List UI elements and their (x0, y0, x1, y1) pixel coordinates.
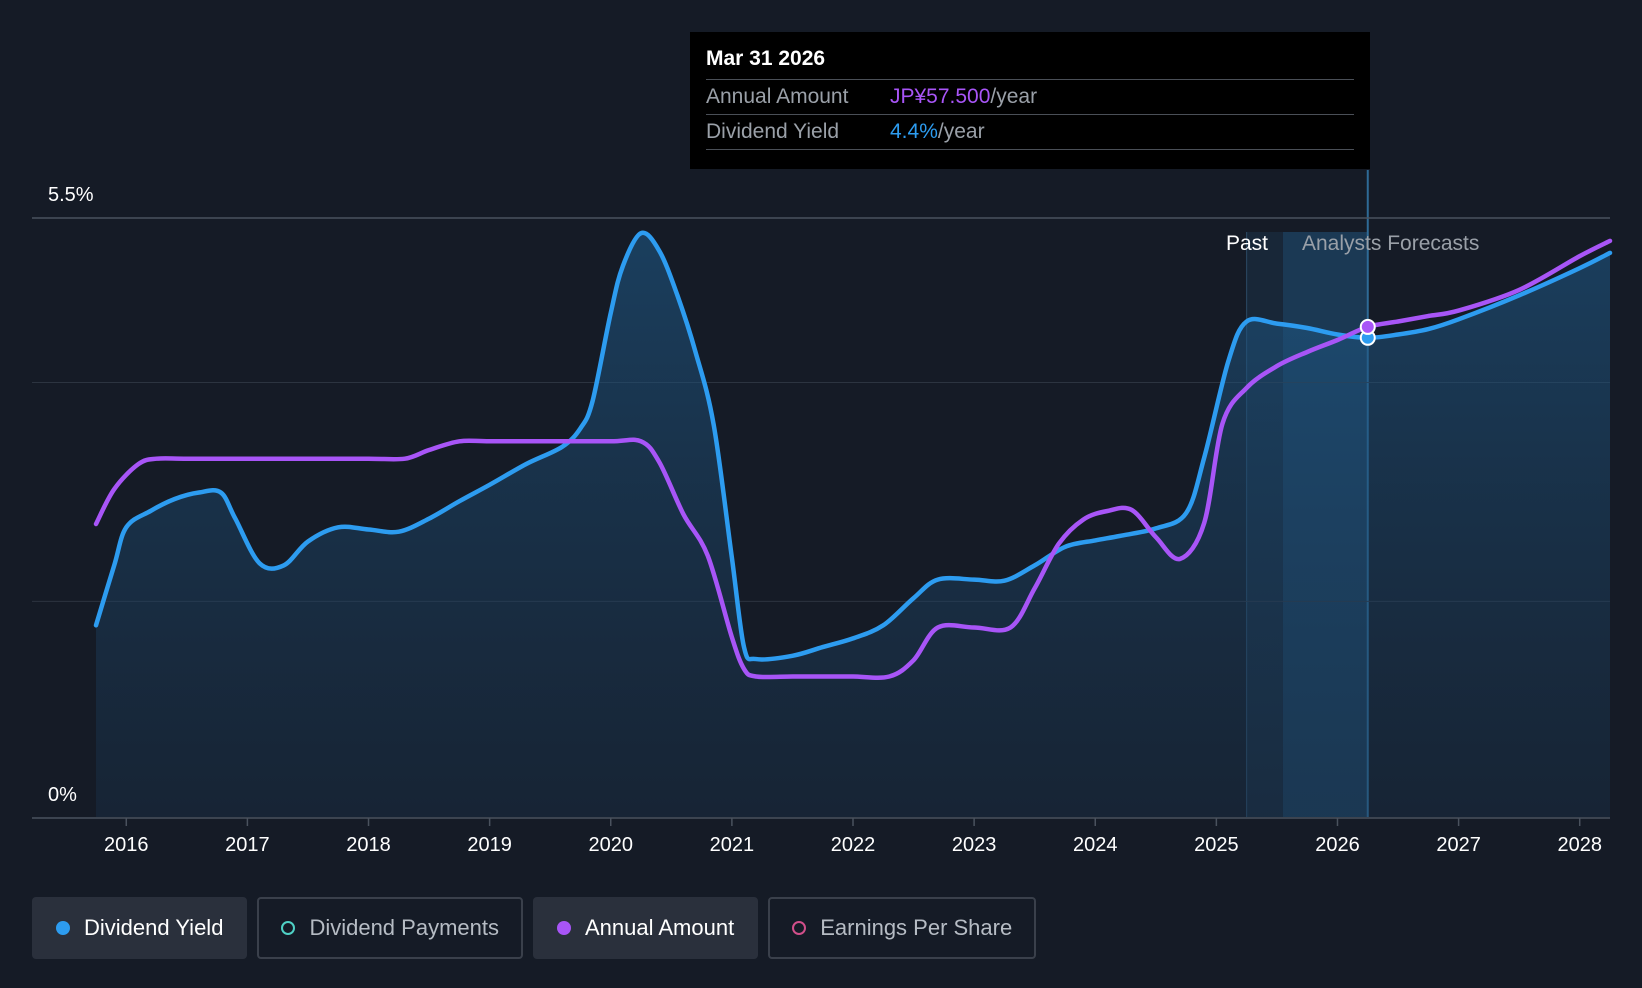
legend-earnings-per-share-button[interactable]: Earnings Per Share (768, 897, 1037, 959)
tooltip-value: 4.4% (890, 120, 938, 143)
tooltip-label: Annual Amount (706, 85, 849, 108)
x-tick-label: 2021 (710, 834, 755, 856)
x-tick-label: 2017 (225, 834, 270, 856)
x-tick-label: 2018 (346, 834, 391, 856)
legend: Dividend Yield Dividend Payments Annual … (32, 897, 1037, 959)
x-tick-label: 2024 (1073, 834, 1118, 856)
legend-annual-amount-button[interactable]: Annual Amount (532, 897, 759, 959)
tooltip: Mar 31 2026 Annual Amount JP¥57.500 /yea… (690, 32, 1370, 169)
tooltip-row-dividend-yield: Dividend Yield 4.4% /year (706, 115, 1354, 150)
y-tick-label: 5.5% (48, 184, 94, 206)
x-tick-label: 2023 (952, 834, 997, 856)
tooltip-label: Dividend Yield (706, 120, 840, 143)
x-tick-label: 2025 (1194, 834, 1239, 856)
dividend-yield-line (93, 230, 1613, 662)
dividend-yield-area (96, 232, 1610, 818)
x-tick-label: 2016 (104, 834, 149, 856)
dividend-yield-dot-icon (56, 921, 70, 935)
y-tick-label: 0% (48, 784, 77, 806)
tooltip-unit: /year (937, 120, 985, 143)
annual-amount-line (93, 238, 1613, 680)
past-label: Past (1226, 232, 1268, 255)
dividend-payments-ring-icon (281, 921, 296, 935)
x-tick-label: 2022 (831, 834, 876, 856)
analysts-forecasts-label: Analysts Forecasts (1302, 232, 1479, 255)
tooltip-value: JP¥57.500 (890, 85, 991, 108)
x-tick-label: 2026 (1315, 834, 1360, 856)
x-tick-label: 2027 (1436, 834, 1481, 856)
legend-label: Dividend Yield (84, 915, 224, 940)
tooltip-date: Mar 31 2026 (706, 44, 1354, 80)
legend-label: Annual Amount (584, 915, 735, 940)
x-tick-label: 2020 (589, 834, 634, 856)
x-tick-label: 2019 (467, 834, 512, 856)
annual-amount-marker (1359, 318, 1376, 335)
legend-label: Earnings Per Share (820, 915, 1013, 940)
x-tick-label: 2028 (1557, 834, 1602, 856)
annual-amount-dot-icon (556, 921, 571, 935)
legend-dividend-payments-button[interactable]: Dividend Payments (257, 897, 523, 959)
tooltip-unit: /year (990, 85, 1038, 108)
legend-label: Dividend Payments (309, 915, 499, 940)
tooltip-row-annual-amount: Annual Amount JP¥57.500 /year (706, 80, 1354, 115)
legend-dividend-yield-button[interactable]: Dividend Yield (32, 897, 248, 959)
earnings-per-share-ring-icon (792, 921, 807, 935)
dividend-chart: 2016 2017 2018 2019 2020 2021 2022 2023 2024 2025… (32, 170, 1613, 856)
